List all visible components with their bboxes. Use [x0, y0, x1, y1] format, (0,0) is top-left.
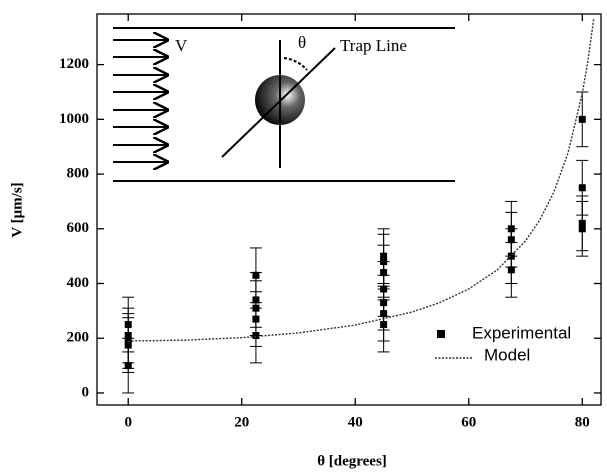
y-tick-label: 1000 — [59, 111, 89, 127]
y-axis-label: V [μm/s] — [9, 182, 25, 237]
point — [252, 332, 260, 340]
point — [124, 362, 132, 370]
y-tick-label: 600 — [67, 220, 90, 236]
x-tick-label: 40 — [348, 414, 363, 430]
point — [380, 321, 388, 329]
annotation: Trap Line — [340, 36, 407, 55]
y-tick-label: 400 — [67, 275, 90, 291]
y-tick-label: 0 — [82, 384, 90, 400]
legend-label: Experimental — [472, 323, 571, 342]
inset-diagram — [113, 27, 455, 182]
annotation: V — [175, 36, 188, 55]
x-axis-label: θ [degrees] — [317, 453, 387, 469]
y-tick-label: 1200 — [59, 56, 89, 72]
x-tick-label: 60 — [461, 414, 476, 430]
point — [578, 184, 586, 192]
annotation: θ — [298, 33, 306, 52]
point — [507, 266, 515, 274]
y-tick-label: 800 — [67, 166, 90, 182]
point — [578, 225, 586, 233]
model-line — [128, 19, 595, 342]
point — [578, 115, 586, 123]
legend-label: Model — [484, 345, 530, 364]
plot-frame — [96, 13, 602, 406]
x-tick-label: 80 — [575, 414, 590, 430]
y-tick-label: 200 — [67, 330, 90, 346]
x-tick-label: 0 — [124, 414, 132, 430]
legend-marker — [437, 330, 445, 338]
x-tick-label: 20 — [234, 414, 249, 430]
